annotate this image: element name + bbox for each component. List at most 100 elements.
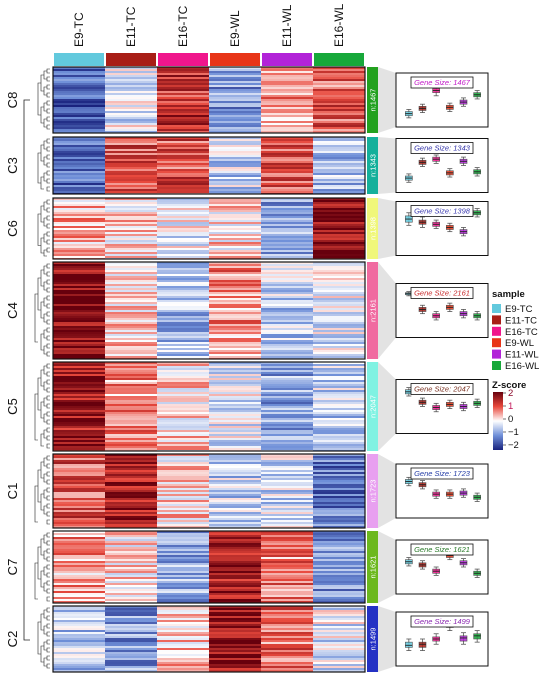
heatmap-cell — [313, 406, 366, 409]
legend-swatch — [492, 304, 501, 313]
heatmap-cell — [209, 569, 262, 572]
heatmap-cell — [261, 444, 314, 447]
heatmap-cell — [313, 563, 366, 566]
heatmap-cell — [105, 264, 158, 267]
dendrogram-link — [43, 641, 47, 651]
heatmap-cell — [209, 378, 262, 381]
heatmap-cell — [53, 191, 106, 194]
heatmap-cell — [157, 382, 210, 385]
dendrogram-link — [43, 550, 47, 560]
heatmap-cell — [209, 75, 262, 78]
heatmap-cell — [157, 242, 210, 245]
heatmap-cell — [157, 664, 210, 667]
heatmap-cell — [209, 330, 262, 333]
heatmap-cell — [53, 97, 106, 100]
heatmap-cell — [105, 382, 158, 385]
heatmap-cell — [157, 99, 210, 102]
heatmap-cell — [261, 575, 314, 578]
heatmap-cell — [209, 77, 262, 80]
heatmap-cell — [313, 157, 366, 160]
heatmap-cell — [209, 202, 262, 205]
heatmap-cell — [261, 127, 314, 130]
heatmap-cell — [105, 179, 158, 182]
heatmap-cell — [157, 250, 210, 253]
heatmap-cell — [53, 286, 106, 289]
heatmap-cell — [157, 117, 210, 120]
heatmap-cell — [261, 420, 314, 423]
heatmap-cell — [313, 274, 366, 277]
cluster-border — [52, 66, 366, 134]
heatmap-cell — [157, 282, 210, 285]
heatmap-cell — [261, 306, 314, 309]
heatmap-cell — [53, 524, 106, 527]
heatmap-cell — [209, 250, 262, 253]
heatmap-cell — [105, 171, 158, 174]
heatmap-cell — [313, 191, 366, 194]
heatmap-cell — [105, 266, 158, 269]
heatmap-cell — [313, 93, 366, 96]
heatmap-cell — [157, 97, 210, 100]
heatmap-cell — [53, 200, 106, 203]
heatmap-cell — [209, 426, 262, 429]
heatmap-cell — [105, 585, 158, 588]
heatmap-cell — [157, 159, 210, 162]
heatmap-cell — [157, 236, 210, 239]
cluster-border — [52, 530, 366, 604]
heatmap-cell — [53, 444, 106, 447]
heatmap-cell — [53, 81, 106, 84]
heatmap-cell — [261, 456, 314, 459]
heatmap-cell — [157, 113, 210, 116]
heatmap-cell — [209, 181, 262, 184]
heatmap-cell — [313, 73, 366, 76]
heatmap-cell — [157, 577, 210, 580]
heatmap-cell — [157, 101, 210, 104]
heatmap-cell — [209, 520, 262, 523]
heatmap-cell — [209, 244, 262, 247]
heatmap-cell — [261, 466, 314, 469]
heatmap-cell — [157, 624, 210, 627]
heatmap-cell — [261, 573, 314, 576]
heatmap-cell — [313, 642, 366, 645]
heatmap-cell — [157, 81, 210, 84]
heatmap-cell — [53, 107, 106, 110]
heatmap-cell — [209, 137, 262, 140]
heatmap-cell — [53, 642, 106, 645]
heatmap-cell — [105, 462, 158, 465]
heatmap-cell — [105, 583, 158, 586]
panel-connector — [378, 262, 396, 359]
heatmap-cell — [209, 553, 262, 556]
heatmap-cell — [53, 372, 106, 375]
heatmap-cell — [105, 436, 158, 439]
heatmap-cell — [53, 274, 106, 277]
heatmap-cell — [313, 280, 366, 283]
heatmap-cell — [53, 368, 106, 371]
heatmap-cell — [105, 336, 158, 339]
dendrogram-link — [46, 395, 50, 401]
heatmap-cell — [157, 553, 210, 556]
heatmap-cell — [261, 103, 314, 106]
heatmap-cell — [157, 430, 210, 433]
heatmap-cell — [261, 670, 314, 673]
heatmap-cell — [209, 109, 262, 112]
heatmap-cell — [313, 522, 366, 525]
heatmap-cell — [209, 390, 262, 393]
heatmap-cell — [261, 606, 314, 609]
dendrogram-link — [46, 371, 50, 377]
heatmap-cell — [157, 222, 210, 225]
heatmap-cell — [261, 614, 314, 617]
heatmap-cell — [313, 561, 366, 564]
heatmap-cell — [209, 640, 262, 643]
heatmap-cell — [261, 424, 314, 427]
heatmap-cell — [261, 402, 314, 405]
dendrogram-link — [46, 548, 50, 554]
heatmap-cell — [209, 478, 262, 481]
heatmap-cell — [313, 520, 366, 523]
heatmap-cell — [209, 650, 262, 653]
heatmap-cell — [209, 508, 262, 511]
heatmap-cell — [105, 478, 158, 481]
heatmap-cell — [105, 575, 158, 578]
heatmap-cell — [157, 278, 210, 281]
heatmap-cell — [157, 83, 210, 86]
heatmap-cell — [157, 332, 210, 335]
boxplot-panel-c5: Gene Size: 2047 — [378, 362, 489, 451]
